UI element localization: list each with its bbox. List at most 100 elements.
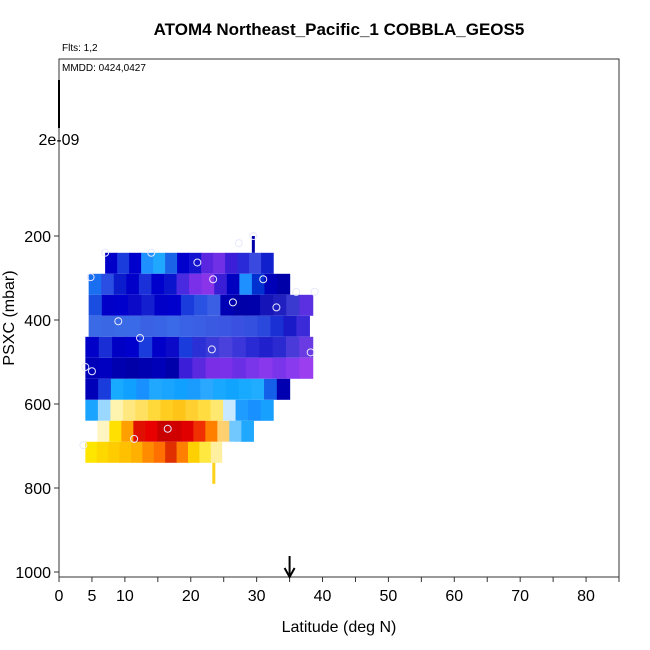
heatmap-cell (264, 273, 278, 295)
heatmap-cell (181, 420, 194, 442)
x-tick-label: 40 (314, 588, 332, 605)
heatmap-cell (205, 315, 220, 337)
sample-point (209, 275, 218, 284)
heatmap-cell (147, 399, 162, 421)
heatmap-cell (261, 252, 274, 274)
heatmap-cell (123, 378, 138, 400)
heatmap-cell (264, 378, 278, 400)
heatmap-cell (88, 273, 102, 295)
heatmap-cell (232, 357, 247, 379)
heatmap-cell (164, 273, 178, 295)
heatmap-cell (85, 336, 100, 358)
heatmap-cell (138, 273, 153, 295)
heatmap-cell (125, 336, 140, 358)
heatmap-cell (285, 336, 300, 358)
sample-point (249, 232, 258, 240)
heatmap-cell (248, 399, 262, 421)
heatmap-cell (117, 252, 130, 274)
heatmap-cell (101, 294, 116, 316)
heatmap-cell (153, 315, 168, 337)
x-tick-label: 20 (182, 588, 200, 605)
heatmap-cell (299, 294, 314, 316)
heatmap-cell (136, 378, 150, 400)
heatmap-cell (205, 336, 220, 358)
heatmap-cell (223, 399, 237, 421)
heatmap-cell (119, 441, 132, 463)
heatmap-cell (109, 420, 122, 442)
heatmap-cell (105, 252, 118, 274)
heatmap-cell (213, 378, 227, 400)
heatmap-cell (142, 441, 155, 463)
heatmap-cell (238, 378, 252, 400)
heatmap-cell (113, 273, 127, 295)
heatmap-cell (241, 420, 254, 442)
x-tick-label: 80 (577, 588, 595, 605)
y-tick-label: 600 (24, 397, 51, 414)
heatmap-cell (217, 420, 230, 442)
heatmap-cell (260, 399, 274, 421)
heatmap-cell (145, 420, 158, 442)
heatmap-cell (189, 273, 203, 295)
heatmap-cell (219, 357, 234, 379)
heatmap-cell (157, 420, 170, 442)
heatmap-cell (141, 294, 156, 316)
heatmap-cell (174, 378, 189, 400)
sample-point (87, 367, 96, 376)
heatmap-cell (97, 399, 111, 421)
heatmap-cell (177, 252, 190, 274)
heatmap-cell (237, 252, 250, 274)
heatmap-cell (244, 315, 259, 337)
heatmap-cell (220, 294, 235, 316)
heatmap-cell (272, 336, 287, 358)
sample-point (130, 434, 139, 443)
heatmap-spike (251, 236, 255, 253)
heatmap-cell (259, 294, 274, 316)
heatmap-cell (121, 420, 134, 442)
plot-frame (58, 58, 620, 578)
heatmap-cell (122, 399, 137, 421)
heatmap-cell (249, 252, 262, 274)
heatmap-cell (185, 399, 199, 421)
heatmap-cell (133, 420, 146, 442)
x-tick-label: 5 (87, 588, 96, 605)
heatmap-cell (205, 357, 220, 379)
heatmap-cell (138, 357, 153, 379)
heatmap-cell (141, 252, 154, 274)
sample-point (259, 275, 268, 284)
heatmap-cell (115, 294, 129, 316)
heatmap-cell (126, 273, 140, 295)
heatmap-cell (179, 315, 194, 337)
x-tick-label: 70 (511, 588, 529, 605)
heatmap-cell (225, 252, 238, 274)
heatmap-cell (152, 357, 167, 379)
heatmap-cell (214, 273, 228, 295)
heatmap-cell (257, 315, 271, 337)
heatmap-cell (283, 315, 297, 337)
heatmap-cell (160, 399, 174, 421)
heatmap-cell (98, 378, 112, 400)
heatmap-cell (198, 399, 212, 421)
heatmap-cell (153, 252, 166, 274)
x-tick-label: 30 (248, 588, 266, 605)
heatmap-cell (169, 420, 182, 442)
heatmap-cell (85, 357, 100, 379)
heatmap-cell (96, 441, 109, 463)
latitude-arrow (283, 556, 296, 580)
heatmap-cell (101, 273, 115, 295)
sample-point (228, 298, 237, 307)
heatmap-cell (135, 399, 149, 421)
heatmap-cell (165, 441, 178, 463)
heatmap-cell (192, 315, 207, 337)
heatmap-cell (110, 378, 125, 400)
heatmap-cell (151, 273, 165, 295)
heatmap-cell (213, 252, 226, 274)
sample-point (193, 258, 202, 267)
heatmap-cell (165, 336, 180, 358)
heatmap-cell (194, 294, 208, 316)
heatmap-cell (172, 399, 187, 421)
heatmap-cell (85, 441, 98, 463)
heatmap-cell (207, 294, 222, 316)
heatmap-cell (245, 336, 260, 358)
x-tick-label: 0 (55, 588, 64, 605)
heatmap-cell (270, 315, 284, 337)
